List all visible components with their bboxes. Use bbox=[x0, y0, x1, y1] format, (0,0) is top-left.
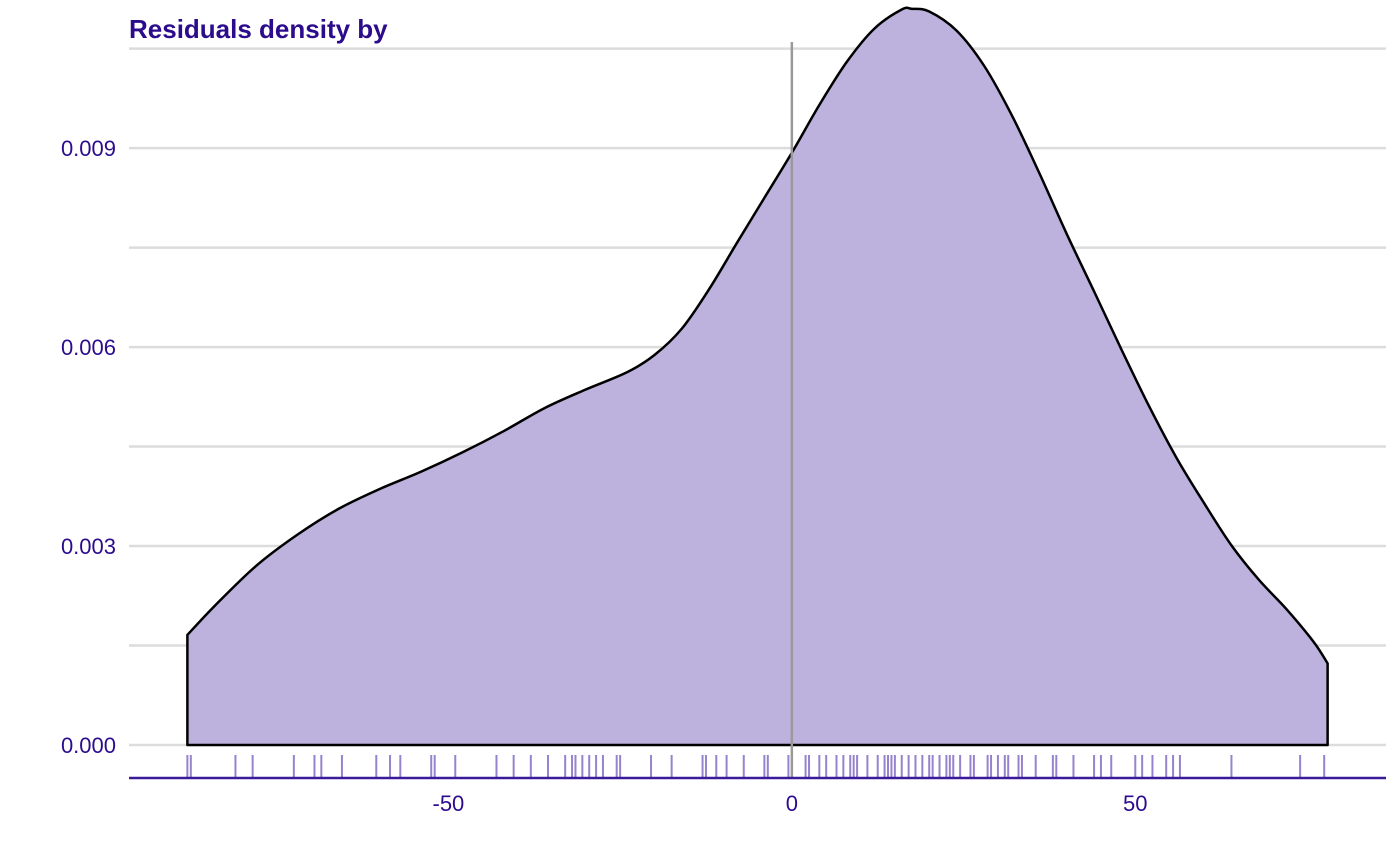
y-tick-label: 0.000 bbox=[61, 733, 116, 758]
density-area bbox=[186, 6, 1329, 747]
y-tick-label: 0.006 bbox=[61, 335, 116, 360]
chart-title: Residuals density by bbox=[129, 14, 388, 44]
y-tick-label: 0.009 bbox=[61, 136, 116, 161]
x-tick-label: -50 bbox=[433, 791, 465, 816]
x-tick-label: 0 bbox=[786, 791, 798, 816]
y-tick-label: 0.003 bbox=[61, 534, 116, 559]
x-tick-label: 50 bbox=[1123, 791, 1147, 816]
